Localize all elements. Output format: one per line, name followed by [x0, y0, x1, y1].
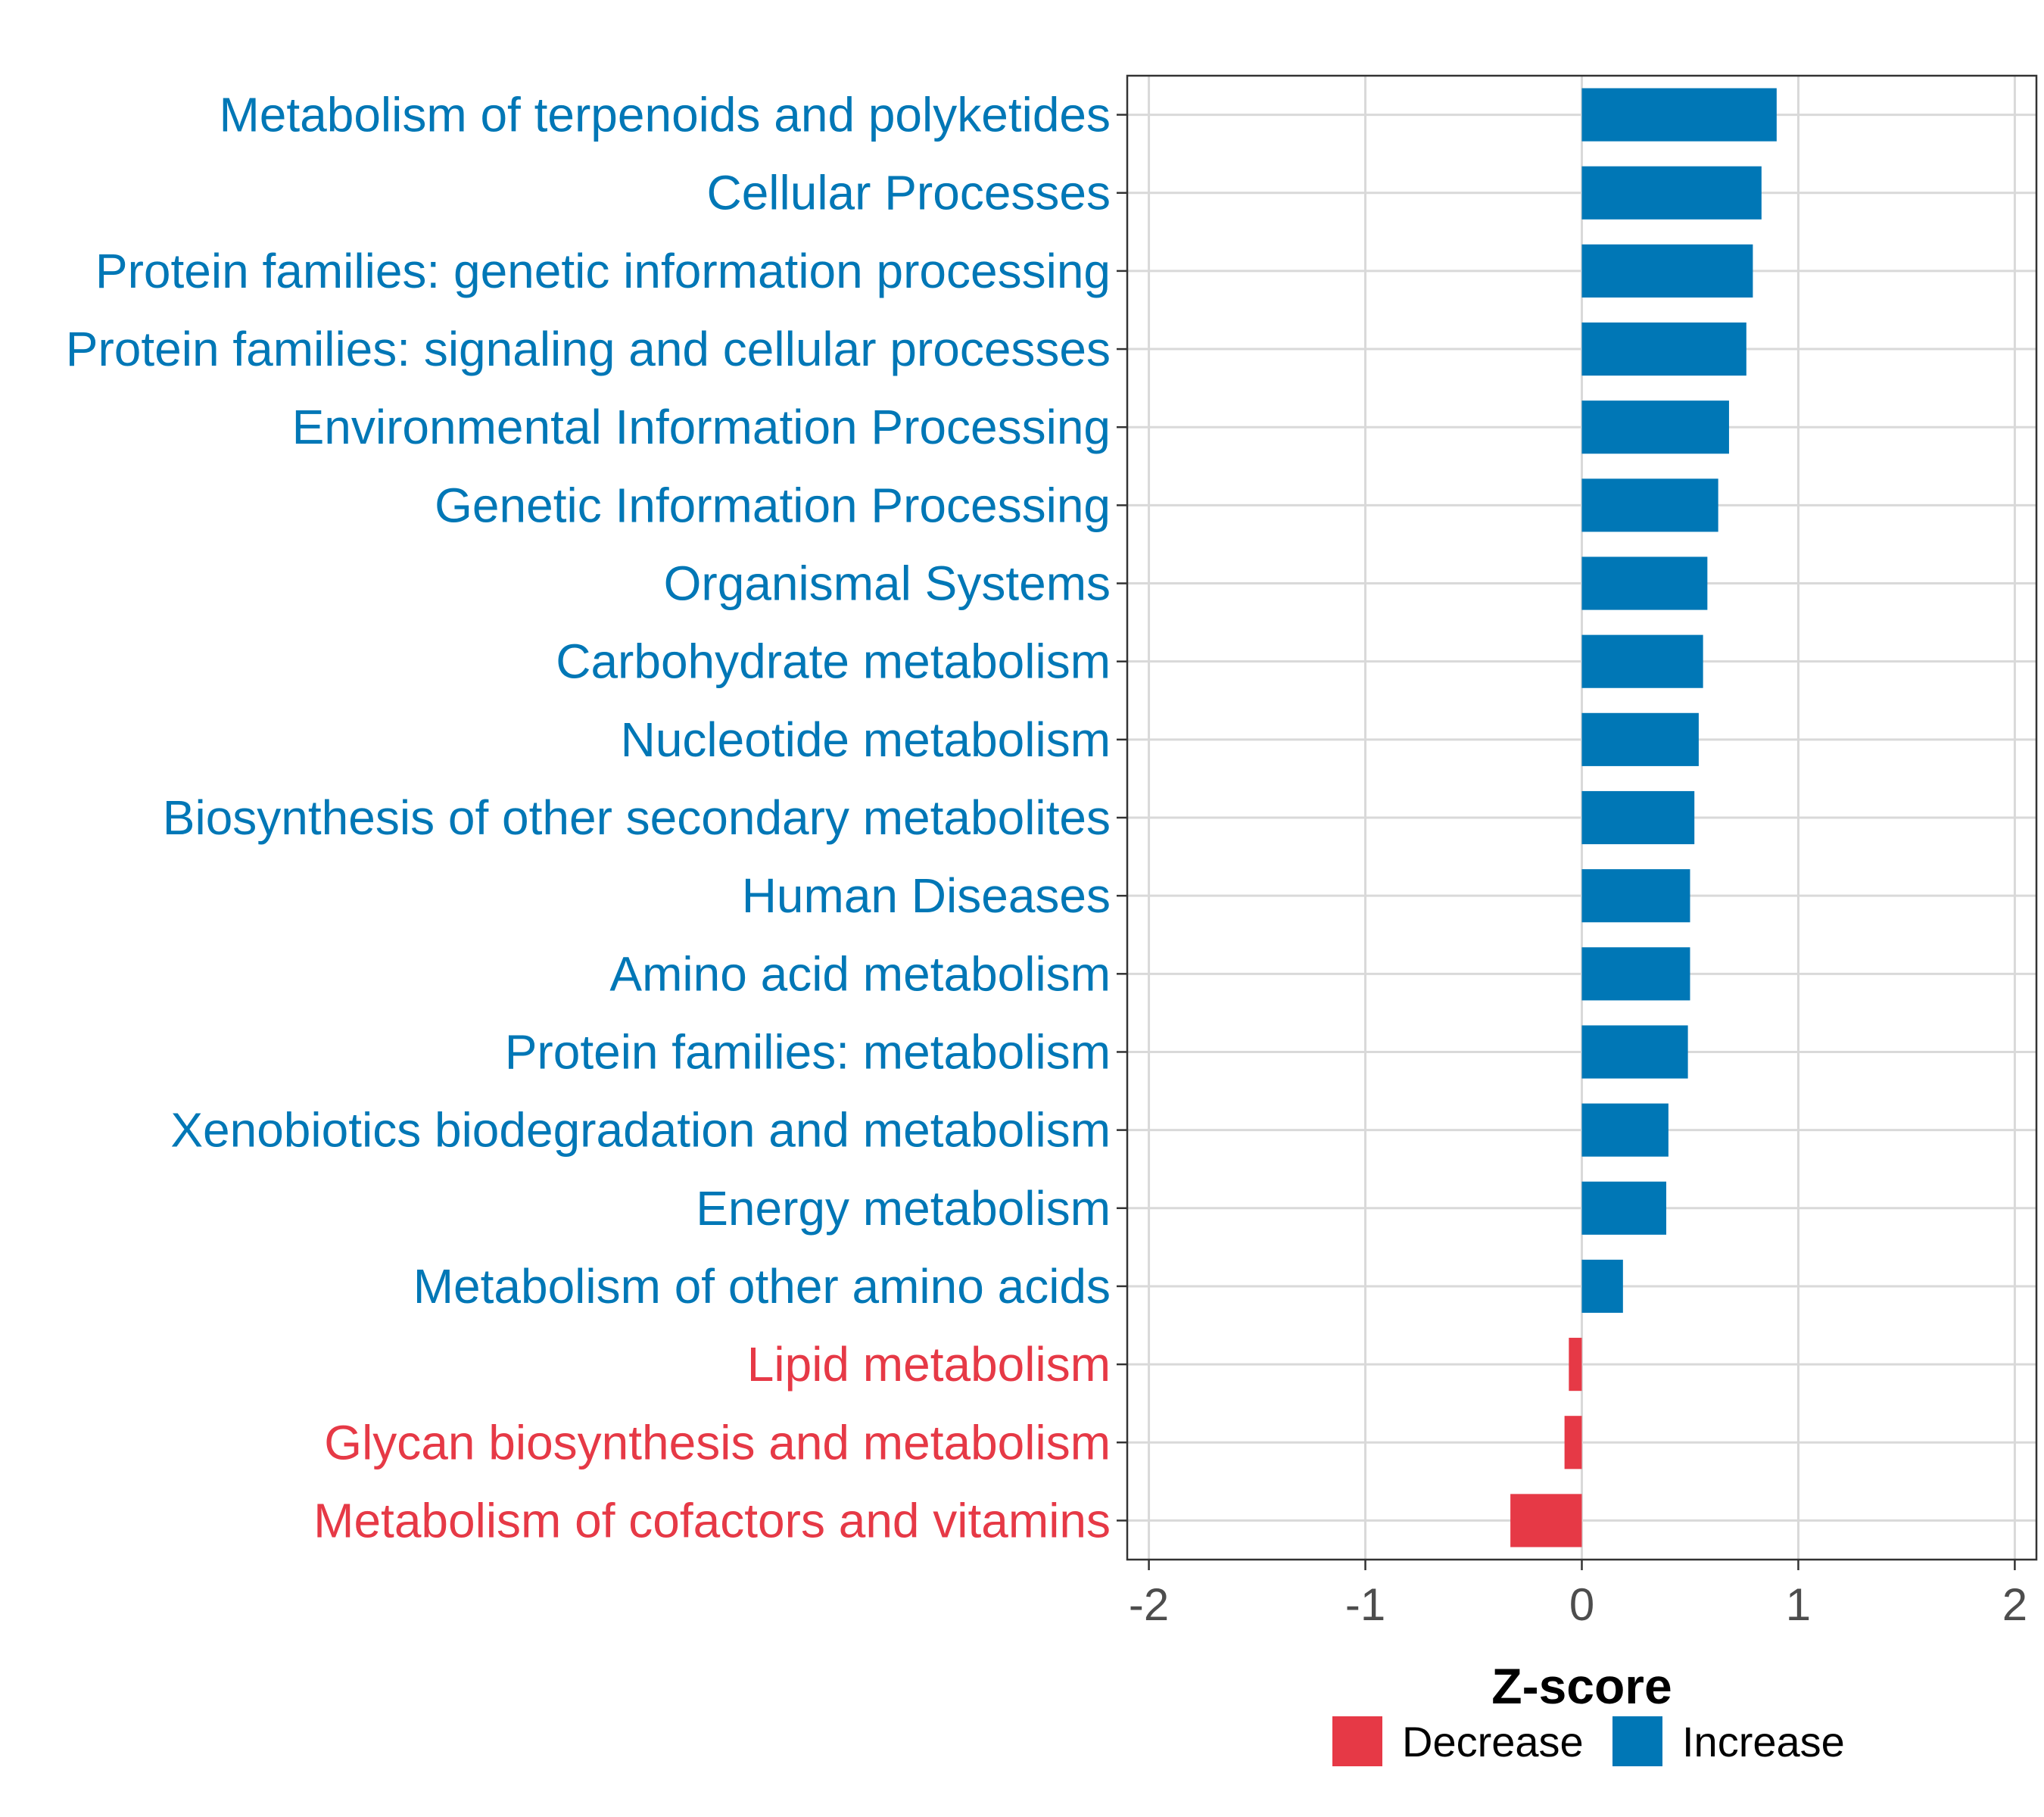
legend-label: Decrease	[1402, 1718, 1584, 1766]
legend-swatch	[1612, 1716, 1662, 1766]
legend: Decrease Increase	[1332, 1716, 1845, 1766]
category-label: Protein families: metabolism	[505, 1024, 1111, 1079]
bar	[1581, 1259, 1623, 1314]
x-tick-label: 2	[2002, 1579, 2027, 1630]
category-label: Nucleotide metabolism	[621, 712, 1111, 767]
category-label: Protein families: genetic information pr…	[95, 244, 1111, 298]
x-tick-label: -2	[1129, 1579, 1169, 1630]
bars	[1510, 88, 1777, 1547]
category-label: Metabolism of other amino acids	[413, 1259, 1111, 1314]
bar	[1581, 1025, 1688, 1079]
bar	[1564, 1416, 1582, 1469]
category-label: Genetic Information Processing	[435, 478, 1111, 532]
bar	[1581, 1181, 1667, 1235]
bar	[1581, 712, 1699, 766]
category-labels: Metabolism of terpenoids and polyketides…	[66, 88, 1111, 1548]
category-label: Metabolism of cofactors and vitamins	[313, 1493, 1111, 1547]
category-label: Energy metabolism	[696, 1181, 1111, 1236]
category-label: Organismal Systems	[664, 556, 1111, 611]
bar	[1581, 790, 1695, 845]
x-axis-title: Z-score	[1491, 1658, 1672, 1714]
bar	[1581, 166, 1762, 220]
category-label: Lipid metabolism	[747, 1337, 1111, 1392]
legend-swatch	[1332, 1716, 1382, 1766]
bar	[1581, 478, 1718, 532]
bar	[1581, 869, 1690, 923]
category-label: Glycan biosynthesis and metabolism	[324, 1415, 1111, 1469]
bar	[1581, 634, 1703, 688]
category-label: Amino acid metabolism	[609, 946, 1111, 1001]
bar	[1581, 556, 1708, 610]
bar	[1581, 322, 1746, 376]
bar	[1581, 400, 1729, 454]
category-label: Biosynthesis of other secondary metaboli…	[163, 790, 1111, 845]
category-label: Protein families: signaling and cellular…	[66, 322, 1111, 376]
axis-ticks: -2 -1 0 1 2	[1117, 114, 2027, 1630]
x-tick-label: 0	[1569, 1579, 1594, 1630]
x-tick-label: -1	[1345, 1579, 1385, 1630]
category-label: Metabolism of terpenoids and polyketides	[219, 88, 1111, 142]
bar	[1510, 1494, 1582, 1547]
x-tick-label: 1	[1786, 1579, 1811, 1630]
legend-label: Increase	[1682, 1718, 1845, 1766]
category-label: Human Diseases	[742, 868, 1111, 923]
category-label: Cellular Processes	[706, 166, 1111, 220]
bar	[1581, 88, 1777, 142]
category-label: Carbohydrate metabolism	[556, 634, 1111, 689]
category-label: Xenobiotics biodegradation and metabolis…	[170, 1103, 1111, 1158]
bar	[1569, 1338, 1582, 1392]
bar	[1581, 947, 1690, 1001]
bar	[1581, 1103, 1669, 1157]
category-label: Environmental Information Processing	[292, 400, 1111, 454]
bar	[1581, 244, 1753, 298]
